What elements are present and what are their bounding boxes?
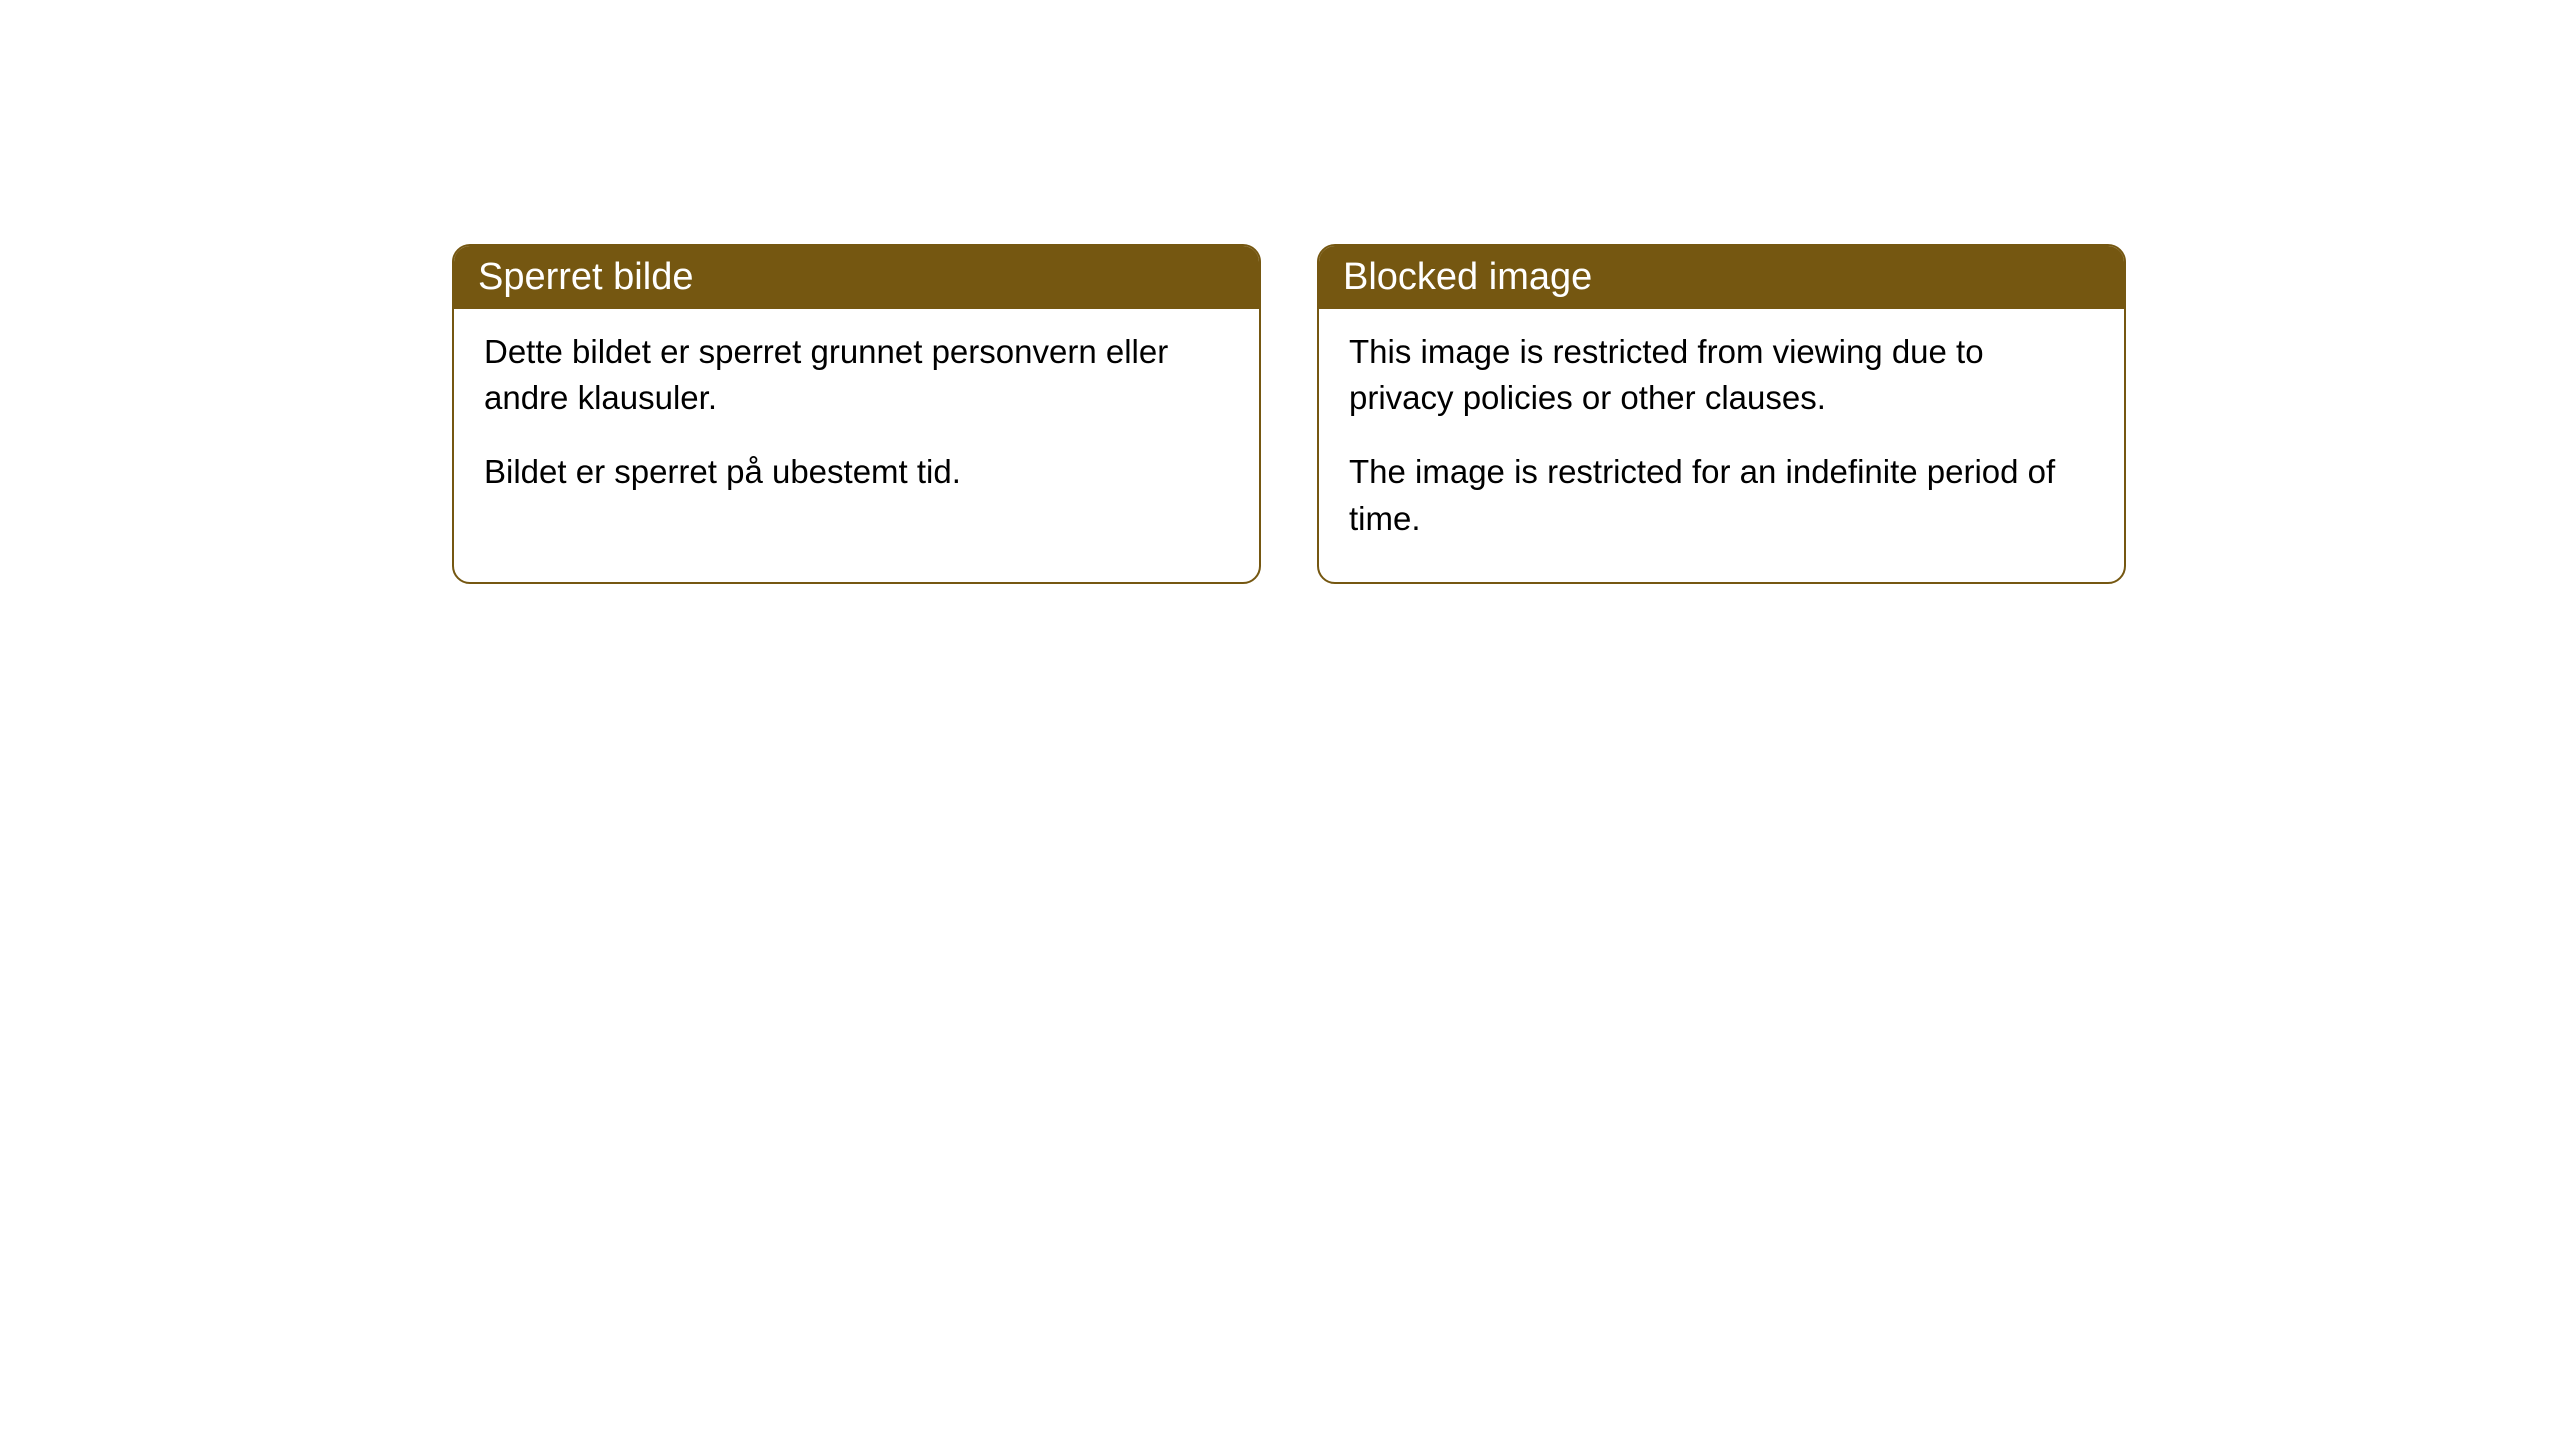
card-paragraph: Dette bildet er sperret grunnet personve… <box>484 329 1229 421</box>
blocked-image-card-norwegian: Sperret bilde Dette bildet er sperret gr… <box>452 244 1261 584</box>
card-title: Blocked image <box>1343 256 1592 298</box>
card-body-english: This image is restricted from viewing du… <box>1319 309 2124 582</box>
notice-cards-container: Sperret bilde Dette bildet er sperret gr… <box>452 244 2126 584</box>
card-paragraph: This image is restricted from viewing du… <box>1349 329 2094 421</box>
card-body-norwegian: Dette bildet er sperret grunnet personve… <box>454 309 1259 536</box>
card-header-norwegian: Sperret bilde <box>454 246 1259 309</box>
card-paragraph: Bildet er sperret på ubestemt tid. <box>484 449 1229 495</box>
card-paragraph: The image is restricted for an indefinit… <box>1349 449 2094 541</box>
card-title: Sperret bilde <box>478 256 693 298</box>
card-header-english: Blocked image <box>1319 246 2124 309</box>
blocked-image-card-english: Blocked image This image is restricted f… <box>1317 244 2126 584</box>
